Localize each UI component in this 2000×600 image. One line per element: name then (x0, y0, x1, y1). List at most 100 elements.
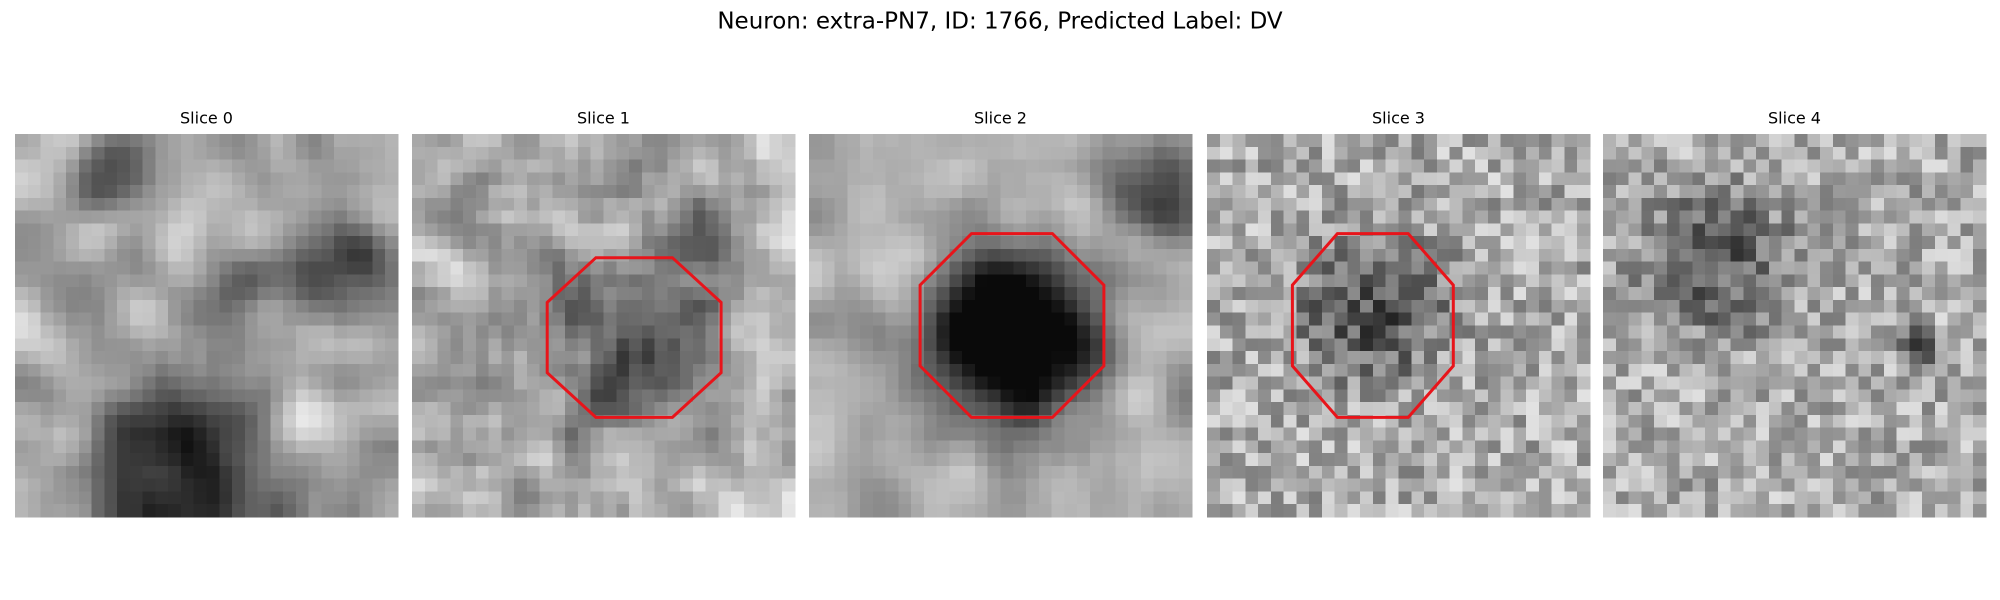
pixel (104, 376, 118, 390)
pixel (142, 427, 157, 441)
pixel (1411, 491, 1425, 505)
pixel (731, 351, 745, 365)
pixel (731, 248, 745, 263)
pixel (1207, 261, 1221, 276)
pixel (104, 236, 118, 250)
pixel (1500, 338, 1514, 352)
pixel (1526, 376, 1540, 390)
pixel (1462, 338, 1476, 352)
pixel (539, 402, 554, 416)
pixel (1756, 402, 1770, 416)
pixel (488, 504, 502, 518)
pixel (66, 376, 80, 390)
pixel (577, 210, 592, 224)
pixel (15, 402, 29, 416)
pixel (1309, 134, 1323, 148)
pixel (1424, 491, 1438, 505)
pixel (1102, 465, 1116, 480)
pixel (1475, 197, 1489, 212)
pixel (577, 478, 592, 493)
pixel (1296, 197, 1310, 212)
pixel (1051, 210, 1065, 224)
pixel (66, 338, 80, 352)
pixel (809, 248, 823, 263)
pixel (117, 440, 131, 454)
pixel (1705, 414, 1719, 429)
pixel (1666, 504, 1681, 518)
pixel (962, 172, 976, 186)
pixel (641, 236, 656, 250)
pixel (731, 478, 745, 493)
pixel (1526, 427, 1540, 441)
pixel (860, 414, 874, 429)
pixel (1013, 465, 1027, 480)
pixel (1258, 478, 1272, 493)
pixel (743, 453, 758, 467)
pixel (1398, 325, 1412, 339)
pixel (257, 453, 271, 467)
pixel (1794, 159, 1808, 173)
pixel (1845, 478, 1859, 493)
pixel (53, 248, 67, 263)
pixel (463, 172, 477, 186)
pixel (1140, 172, 1155, 186)
pixel (1296, 427, 1310, 441)
pixel (1922, 197, 1936, 212)
pixel (321, 274, 335, 288)
pixel (603, 478, 617, 493)
pixel (1807, 261, 1821, 276)
pixel (731, 376, 745, 390)
pixel (129, 261, 144, 276)
pixel (1000, 453, 1014, 467)
pixel (359, 146, 374, 161)
pixel (590, 236, 605, 250)
pixel (1513, 325, 1527, 339)
pixel (885, 453, 899, 467)
pixel (667, 299, 681, 314)
pixel (117, 376, 131, 390)
pixel (1321, 504, 1336, 518)
pixel (809, 287, 823, 301)
pixel (1102, 478, 1116, 493)
pixel (1436, 389, 1451, 403)
pixel (142, 197, 157, 212)
pixel (1089, 338, 1104, 352)
pixel (1064, 478, 1078, 493)
pixel (680, 197, 694, 212)
pixel (155, 287, 169, 301)
pixel (565, 287, 579, 301)
pixel (270, 504, 284, 518)
pixel (974, 363, 989, 378)
pixel (1153, 338, 1168, 352)
pixel (1679, 248, 1693, 263)
pixel (616, 504, 630, 518)
pixel (488, 414, 502, 429)
pixel (1398, 210, 1412, 224)
pixel (756, 146, 771, 161)
slice-image (1603, 134, 1987, 518)
pixel (1564, 236, 1578, 250)
pixel (180, 491, 195, 505)
pixel (91, 261, 105, 276)
pixel (1051, 351, 1065, 365)
pixel (155, 491, 169, 505)
pixel (949, 414, 963, 429)
pixel (180, 185, 195, 199)
pixel (1743, 197, 1757, 212)
pixel (104, 287, 118, 301)
pixel (488, 197, 502, 212)
pixel (1756, 363, 1770, 378)
pixel (731, 453, 745, 467)
pixel (488, 338, 502, 352)
pixel (898, 159, 912, 173)
pixel (206, 376, 220, 390)
pixel (501, 491, 515, 505)
pixel (53, 312, 67, 327)
pixel (1475, 491, 1489, 505)
pixel (168, 287, 182, 301)
pixel (180, 210, 195, 224)
pixel (1487, 376, 1502, 390)
pixel (1845, 248, 1859, 263)
pixel (1000, 146, 1014, 161)
pixel (1424, 159, 1438, 173)
